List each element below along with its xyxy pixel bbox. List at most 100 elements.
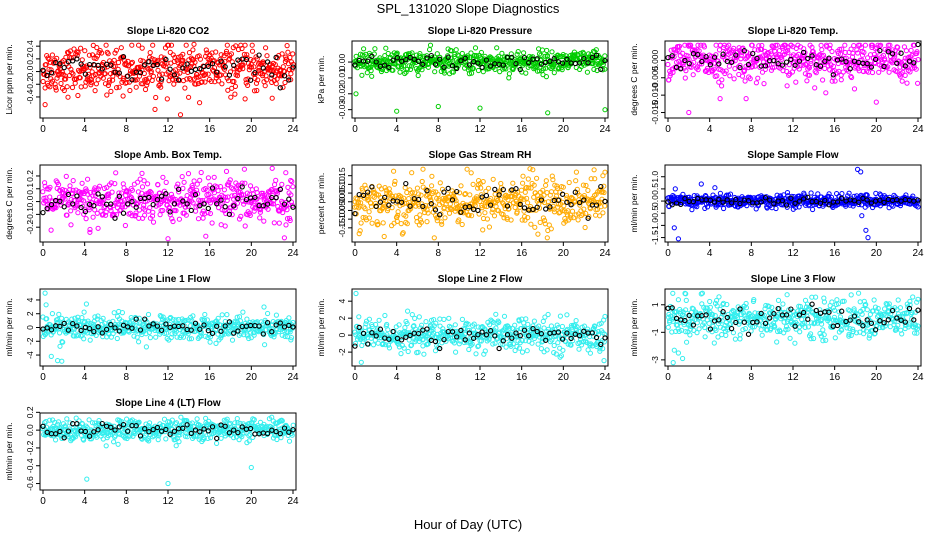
x-tick-label: 0 <box>40 248 46 259</box>
mean-point <box>762 63 769 69</box>
data-point <box>229 185 235 191</box>
data-point <box>702 334 708 340</box>
data-point <box>768 67 775 73</box>
data-point <box>43 198 49 204</box>
mean-point <box>728 59 735 65</box>
data-point <box>406 196 412 202</box>
data-point <box>804 78 810 84</box>
data-point <box>437 180 443 186</box>
data-point <box>525 200 531 206</box>
data-point <box>95 186 101 192</box>
data-point <box>415 72 421 79</box>
mean-point <box>286 196 292 202</box>
data-point <box>719 77 725 83</box>
mean-point <box>454 65 460 72</box>
mean-point <box>839 56 845 62</box>
outlier-point <box>545 110 551 116</box>
data-point <box>203 197 209 203</box>
data-point <box>520 173 526 179</box>
data-point <box>524 348 530 354</box>
data-point <box>368 68 374 74</box>
data-point <box>244 316 250 322</box>
data-point <box>812 85 818 91</box>
outlier-point <box>358 359 364 365</box>
data-point <box>135 200 141 206</box>
mean-point <box>796 58 803 64</box>
data-point <box>273 312 279 318</box>
data-point <box>103 209 109 215</box>
data-point <box>198 200 204 206</box>
data-point <box>202 311 208 318</box>
data-point <box>543 178 549 184</box>
data-point <box>785 47 791 53</box>
data-point <box>851 86 858 92</box>
data-point <box>290 184 296 190</box>
data-point <box>285 49 291 55</box>
data-point <box>186 94 192 100</box>
panel-title: Slope Sample Flow <box>747 150 838 161</box>
mean-point <box>403 57 409 63</box>
y-tick-label: 0.1 <box>25 183 35 195</box>
data-point <box>883 60 889 66</box>
data-point <box>63 76 69 82</box>
x-tick-label: 4 <box>82 372 88 383</box>
data-point <box>755 75 761 81</box>
data-point <box>728 49 735 55</box>
mean-point <box>906 58 913 64</box>
data-point <box>446 210 453 216</box>
data-point <box>819 47 825 53</box>
data-point <box>226 182 232 188</box>
mean-point <box>868 64 875 70</box>
data-point <box>144 82 150 88</box>
data-point <box>839 191 845 197</box>
data-point <box>157 72 163 78</box>
data-point <box>667 73 673 79</box>
data-point <box>716 47 723 53</box>
data-point <box>226 179 232 185</box>
panel-title: Slope Line 3 Flow <box>751 274 836 285</box>
mean-point <box>281 73 288 79</box>
data-point <box>82 83 88 89</box>
data-point <box>179 174 185 180</box>
mean-point <box>226 72 233 78</box>
data-point <box>260 73 266 79</box>
mean-point <box>428 52 434 59</box>
data-point <box>459 221 465 228</box>
mean-point <box>885 49 891 55</box>
data-point <box>796 51 802 57</box>
mean-point <box>74 56 80 62</box>
mean-point <box>373 59 379 65</box>
mean-point <box>120 54 127 60</box>
mean-point <box>40 209 46 216</box>
y-tick-label: -0.1 <box>25 207 35 222</box>
data-point <box>105 195 111 201</box>
data-point <box>467 192 473 198</box>
mean-point <box>411 56 417 62</box>
data-point <box>549 49 555 55</box>
data-point <box>759 42 765 49</box>
data-point <box>899 78 905 84</box>
data-point <box>470 181 476 187</box>
x-tick-label: 20 <box>558 372 570 383</box>
data-point <box>85 176 91 182</box>
x-tick-label: 24 <box>287 372 299 383</box>
x-tick-label: 16 <box>204 372 216 383</box>
data-point <box>143 344 149 350</box>
data-point <box>59 69 65 75</box>
data-point <box>271 220 277 226</box>
mean-point <box>665 54 671 61</box>
data-point <box>535 231 541 237</box>
data-point <box>213 49 219 55</box>
mean-point <box>864 60 870 67</box>
data-point <box>259 192 266 199</box>
data-point <box>423 319 429 325</box>
y-tick-label: 0.0 <box>650 195 660 207</box>
x-tick-label: 4 <box>394 124 400 135</box>
data-point <box>247 212 253 218</box>
mean-point <box>741 48 747 54</box>
mean-point <box>564 56 570 62</box>
mean-point <box>247 77 254 83</box>
data-point <box>759 69 766 75</box>
x-tick-label: 24 <box>912 248 924 259</box>
mean-point <box>120 210 127 216</box>
